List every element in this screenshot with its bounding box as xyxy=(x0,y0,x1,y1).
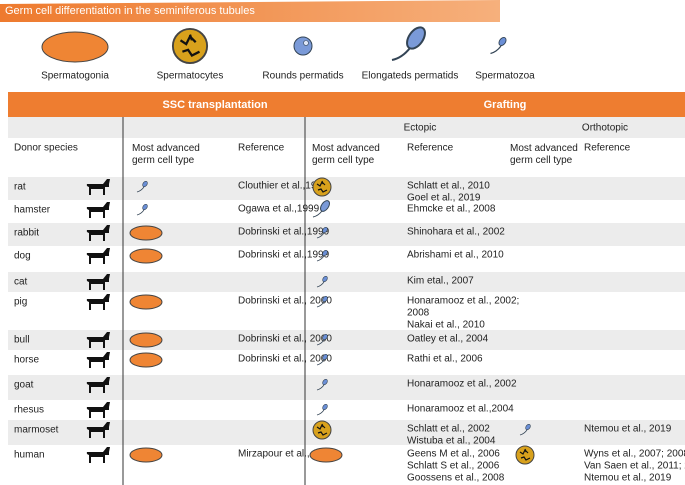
germ-cell-icon xyxy=(136,202,149,216)
stage-label: Spermatogonia xyxy=(41,71,109,82)
species: bull xyxy=(14,335,30,346)
reference: Dobrinski et al.,1999 xyxy=(238,250,330,261)
column-header-line: Most advanced xyxy=(132,143,200,154)
species-icon xyxy=(86,352,110,368)
row-band xyxy=(8,420,685,445)
reference: Ogawa et al.,1999 xyxy=(238,204,320,215)
column-header-line: germ cell type xyxy=(510,155,573,166)
reference: Wyns et al., 2007; 2008 xyxy=(584,449,685,460)
column-header: Reference xyxy=(584,143,631,154)
reference: Clouthier et al.,1996 xyxy=(238,181,328,192)
reference: Dobrinski et al., 2000 xyxy=(238,296,332,307)
species: dog xyxy=(14,251,31,262)
species: cat xyxy=(14,277,28,288)
species: horse xyxy=(14,355,39,366)
species-icon xyxy=(86,294,110,310)
reference: 2008 xyxy=(407,308,430,319)
species-icon xyxy=(86,248,110,264)
stages: Spermatogonia Spermatocytes Rounds perma… xyxy=(41,23,535,82)
germ-cell-icon xyxy=(312,420,332,440)
stage-label: Elongateds permatids xyxy=(362,71,459,82)
reference: Mirzapour et al., 2014 xyxy=(238,449,335,460)
species-icon xyxy=(86,402,110,418)
species-icon xyxy=(86,447,110,463)
reference: Ntemou et al., 2019 xyxy=(584,424,672,435)
species: pig xyxy=(14,297,27,308)
row-band xyxy=(8,223,685,246)
germ-cell-icon xyxy=(312,177,332,197)
germ-cell-icon xyxy=(309,447,343,463)
column-header: Donor species xyxy=(14,143,78,154)
species: rat xyxy=(14,182,26,193)
germ-cell-icon xyxy=(129,352,163,368)
table: SSC transplantation Grafting Ectopic Ort… xyxy=(8,92,685,485)
row-band xyxy=(8,375,685,400)
reference: Van Saen et al., 2011; 2013 xyxy=(584,461,685,472)
reference: Dobrinski et al., 2000 xyxy=(238,334,332,345)
subgroup-label: Ectopic xyxy=(404,123,437,134)
reference: Goossens et al., 2008 xyxy=(407,473,505,484)
reference: Honaramooz et al., 2002; xyxy=(407,296,519,307)
column-header-line: Most advanced xyxy=(510,143,578,154)
germ-cell-icon xyxy=(316,402,329,416)
reference: Rathi et al., 2006 xyxy=(407,354,483,365)
germ-cell-icon xyxy=(515,445,535,465)
stage-label: Spermatocytes xyxy=(157,71,224,82)
stage-label: Spermatozoa xyxy=(475,71,535,82)
germ-cell-icon xyxy=(129,447,163,463)
species: human xyxy=(14,450,45,461)
column-header: Most advanced germ cell type xyxy=(132,143,200,166)
germ-cell-icon xyxy=(129,332,163,348)
reference: Geens M et al., 2006 xyxy=(407,449,500,460)
reference: Abrishami et al., 2010 xyxy=(407,250,504,261)
column-header: Most advanced germ cell type xyxy=(312,143,380,166)
reference: Dobrinski et al., 2000 xyxy=(238,354,332,365)
reference: Schlatt et al., 2002 xyxy=(407,424,490,435)
germ-cell-icon xyxy=(129,248,163,264)
row-band xyxy=(8,330,685,350)
species: rhesus xyxy=(14,405,44,416)
reference: Honaramooz et al., 2002 xyxy=(407,379,517,390)
column-header: Reference xyxy=(238,143,285,154)
reference: Ehmcke et al., 2008 xyxy=(407,204,496,215)
row-band xyxy=(8,272,685,292)
group-header xyxy=(8,92,685,117)
banner: Germ cell differentiation in the seminif… xyxy=(0,0,500,22)
reference: Schlatt S et al., 2006 xyxy=(407,461,500,472)
species: marmoset xyxy=(14,425,59,436)
stage-label: Rounds permatids xyxy=(262,71,343,82)
reference: Wistuba et al., 2004 xyxy=(407,436,496,447)
subgroup-label: Orthotopic xyxy=(582,123,628,134)
reference: Schlatt et al., 2010 xyxy=(407,181,490,192)
species: goat xyxy=(14,380,34,391)
row-band xyxy=(8,177,685,200)
banner-text: Germ cell differentiation in the seminif… xyxy=(5,5,255,17)
species-icon xyxy=(86,202,110,218)
reference: Ntemou et al., 2019 xyxy=(584,473,672,484)
germ-cell-icon xyxy=(129,225,163,241)
reference: Nakai et al., 2010 xyxy=(407,320,485,331)
group-label: Grafting xyxy=(484,99,527,111)
column-header: Reference xyxy=(407,143,454,154)
group-label: SSC transplantation xyxy=(162,99,267,111)
reference: Shinohara et al., 2002 xyxy=(407,227,505,238)
reference: Goel et al., 2019 xyxy=(407,193,481,204)
column-header: Most advanced germ cell type xyxy=(510,143,578,166)
species: hamster xyxy=(14,205,51,216)
reference: Oatley et al., 2004 xyxy=(407,334,489,345)
column-header-line: germ cell type xyxy=(312,155,375,166)
reference: Honaramooz et al.,2004 xyxy=(407,404,514,415)
column-header-line: Most advanced xyxy=(312,143,380,154)
reference: Kim etal., 2007 xyxy=(407,276,474,287)
species: rabbit xyxy=(14,228,39,239)
column-header-line: germ cell type xyxy=(132,155,195,166)
germ-cell-icon xyxy=(129,294,163,310)
reference: Dobrinski et al.,1999 xyxy=(238,227,330,238)
